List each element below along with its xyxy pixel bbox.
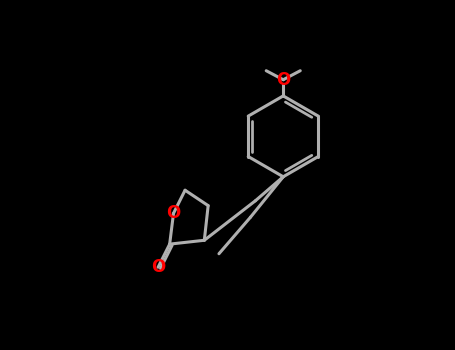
- Text: O: O: [167, 204, 181, 222]
- Text: O: O: [151, 258, 165, 276]
- Text: O: O: [276, 71, 290, 89]
